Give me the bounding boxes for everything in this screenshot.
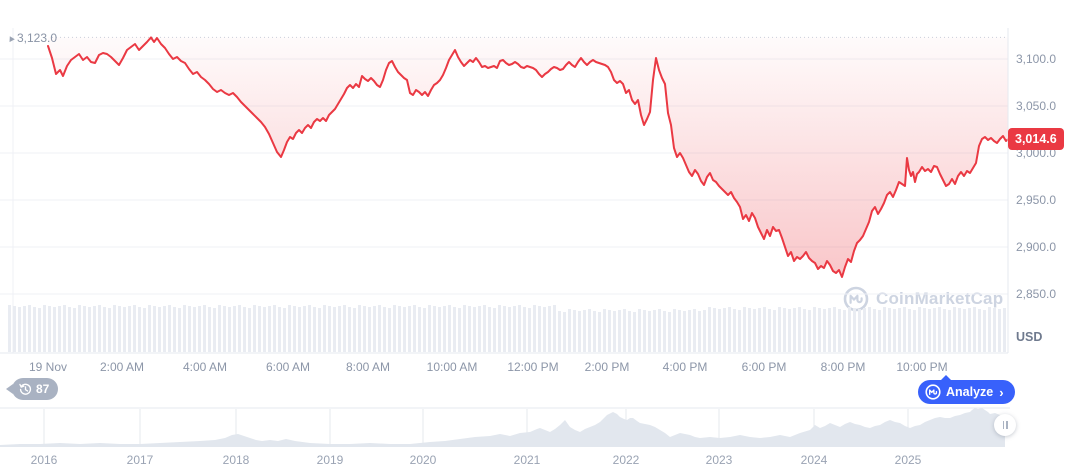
x-axis-label: 6:00 AM [265,360,311,374]
badge-left-pointer [6,384,13,394]
y-axis-label: 2,850.0 [1016,287,1057,301]
x-axis-label: 19 Nov [28,360,68,374]
navigator-year-label: 2024 [800,453,828,467]
x-axis-label: 8:00 AM [345,360,391,374]
y-axis-label: 2,950.0 [1016,193,1057,207]
y-axis-label: 2,900.0 [1016,240,1057,254]
ath-price-value: 3,123.0 [17,31,58,45]
x-axis-label: 8:00 PM [820,360,866,374]
ath-marker-icon [7,34,15,42]
navigator-year-label: 2021 [513,453,541,467]
x-axis-label: 2:00 PM [584,360,630,374]
button-top-pointer [940,375,952,381]
coinmarketcap-logo-icon [925,384,941,400]
x-axis-label: 4:00 AM [182,360,228,374]
navigator-year-label: 2017 [126,453,154,467]
navigator-year-label: 2022 [612,453,640,467]
y-axis-label: 3,100.0 [1016,52,1057,66]
x-axis-label: 4:00 PM [662,360,708,374]
x-axis-label: 12:00 PM [507,360,559,374]
navigator-year-label: 2023 [705,453,733,467]
navigator-year-label: 2018 [222,453,250,467]
navigator-year-label: 2020 [409,453,437,467]
analyze-button[interactable]: Analyze › [918,375,1015,404]
x-axis-label: 6:00 PM [741,360,787,374]
last-price-badge: 3,014.6 [1008,128,1064,150]
ath-price-label: 3,123.0 [7,31,58,45]
history-clock-icon [19,383,32,395]
currency-unit-label: USD [1016,330,1043,344]
x-axis-label: 10:00 AM [426,360,478,374]
x-axis-label: 2:00 AM [99,360,145,374]
analyze-label: Analyze [946,385,994,399]
x-axis-label: 10:00 PM [896,360,948,374]
history-count-badge[interactable]: 87 [6,378,59,400]
history-count: 87 [36,382,50,396]
chevron-right-icon: › [999,384,1004,400]
navigator-year-label: 2019 [316,453,344,467]
range-handle-icon[interactable] [994,414,1016,436]
navigator-year-label: 2016 [30,453,58,467]
y-axis-label: 3,050.0 [1016,99,1057,113]
navigator-year-label: 2025 [894,453,922,467]
